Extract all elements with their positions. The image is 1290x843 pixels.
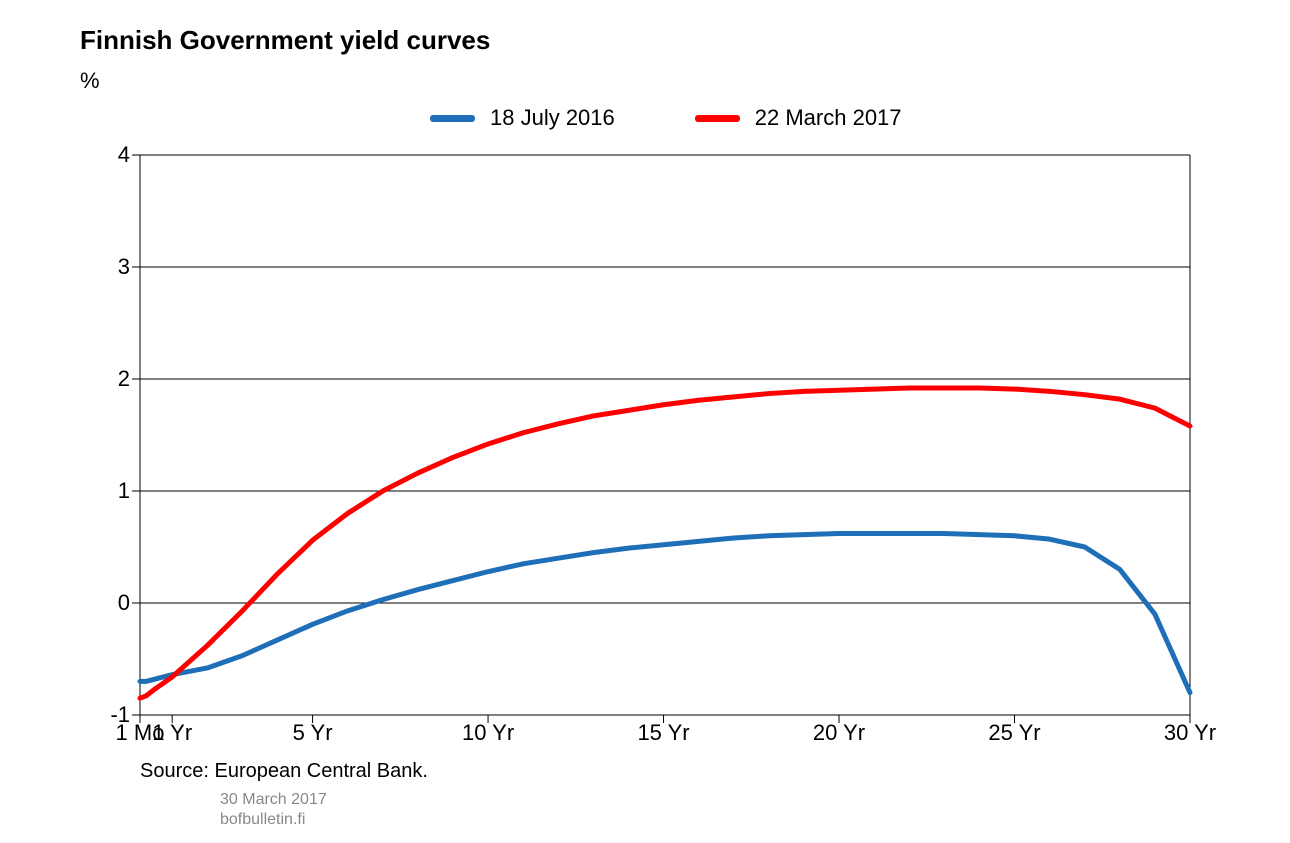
- x-tick-label: 10 Yr: [462, 720, 514, 746]
- legend-swatch-0: [430, 115, 475, 122]
- legend: 18 July 2016 22 March 2017: [430, 105, 902, 131]
- footer: 30 March 2017 bofbulletin.fi: [220, 790, 327, 830]
- chart-container: Finnish Government yield curves % 18 Jul…: [0, 0, 1290, 843]
- legend-item-0: 18 July 2016: [430, 105, 615, 131]
- y-tick-label: 3: [70, 254, 130, 280]
- plot-svg: [140, 155, 1190, 715]
- y-tick-label: 1: [70, 478, 130, 504]
- y-tick-label: 0: [70, 590, 130, 616]
- legend-label-1: 22 March 2017: [755, 105, 902, 131]
- plot-area: [140, 155, 1190, 715]
- y-tick-label: 2: [70, 366, 130, 392]
- footer-site: bofbulletin.fi: [220, 810, 327, 830]
- x-tick-label: 5 Yr: [293, 720, 333, 746]
- source-text: Source: European Central Bank.: [140, 760, 428, 783]
- x-tick-label: 15 Yr: [637, 720, 689, 746]
- footer-date: 30 March 2017: [220, 790, 327, 810]
- legend-swatch-1: [695, 115, 740, 122]
- y-axis-label: %: [80, 68, 100, 94]
- y-tick-label: 4: [70, 142, 130, 168]
- legend-label-0: 18 July 2016: [490, 105, 615, 131]
- x-tick-label: 25 Yr: [988, 720, 1040, 746]
- x-tick-label: 30 Yr: [1164, 720, 1216, 746]
- legend-item-1: 22 March 2017: [695, 105, 902, 131]
- chart-title: Finnish Government yield curves: [80, 25, 490, 56]
- x-tick-label: 1 Yr: [152, 720, 192, 746]
- x-tick-label: 20 Yr: [813, 720, 865, 746]
